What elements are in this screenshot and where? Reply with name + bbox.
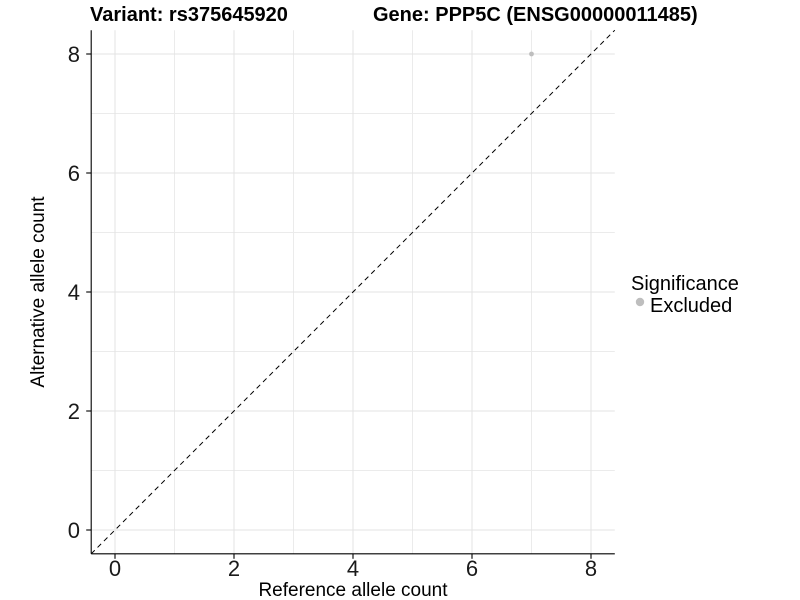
svg-text:4: 4 bbox=[68, 280, 80, 305]
svg-text:Reference allele count: Reference allele count bbox=[258, 580, 448, 600]
svg-text:Alternative allele count: Alternative allele count bbox=[28, 196, 49, 388]
svg-text:Significance: Significance bbox=[631, 273, 739, 295]
svg-text:0: 0 bbox=[68, 518, 80, 543]
svg-text:Excluded: Excluded bbox=[650, 295, 732, 317]
svg-text:6: 6 bbox=[466, 556, 478, 581]
svg-text:8: 8 bbox=[68, 42, 80, 67]
svg-text:8: 8 bbox=[585, 556, 597, 581]
svg-text:0: 0 bbox=[109, 556, 121, 581]
svg-text:2: 2 bbox=[228, 556, 240, 581]
svg-text:2: 2 bbox=[68, 399, 80, 424]
svg-text:4: 4 bbox=[347, 556, 359, 581]
svg-text:6: 6 bbox=[68, 161, 80, 186]
